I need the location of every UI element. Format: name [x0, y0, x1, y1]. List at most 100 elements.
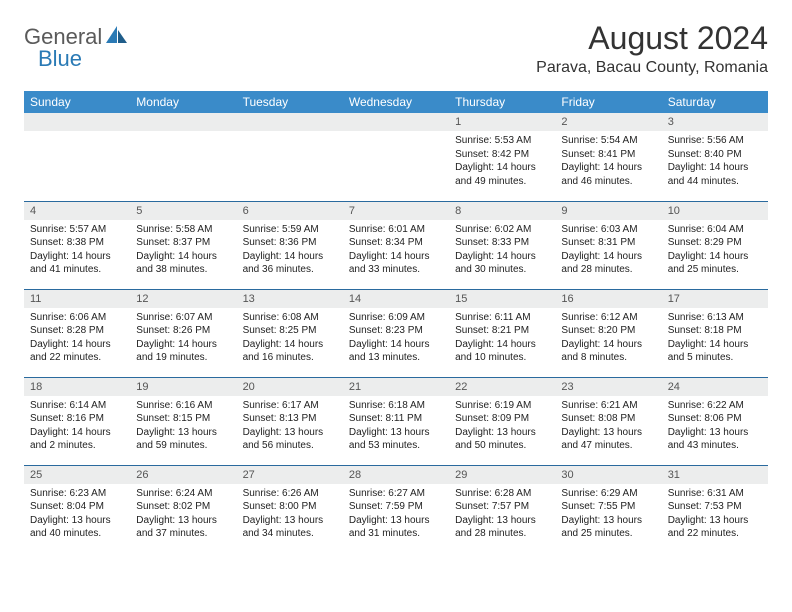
calendar-cell: 10Sunrise: 6:04 AMSunset: 8:29 PMDayligh… [662, 201, 768, 289]
sunset-text: Sunset: 8:08 PM [561, 412, 655, 426]
logo-subtext-wrap: Blue [38, 46, 82, 72]
calendar-cell: 19Sunrise: 6:16 AMSunset: 8:15 PMDayligh… [130, 377, 236, 465]
sunrise-text: Sunrise: 6:02 AM [455, 223, 549, 237]
weekday-header: Saturday [662, 91, 768, 113]
logo-sail-icon [106, 26, 128, 49]
day-number: 3 [662, 113, 768, 131]
calendar-cell: 18Sunrise: 6:14 AMSunset: 8:16 PMDayligh… [24, 377, 130, 465]
sunrise-text: Sunrise: 5:59 AM [243, 223, 337, 237]
sunrise-text: Sunrise: 6:11 AM [455, 311, 549, 325]
day-number: 9 [555, 202, 661, 220]
sunrise-text: Sunrise: 6:24 AM [136, 487, 230, 501]
day-number: 6 [237, 202, 343, 220]
sunrise-text: Sunrise: 6:26 AM [243, 487, 337, 501]
day-number: 8 [449, 202, 555, 220]
sunset-text: Sunset: 7:57 PM [455, 500, 549, 514]
calendar-cell: 4Sunrise: 5:57 AMSunset: 8:38 PMDaylight… [24, 201, 130, 289]
daylight-text: Daylight: 14 hours and 5 minutes. [668, 338, 762, 365]
sunrise-text: Sunrise: 6:08 AM [243, 311, 337, 325]
sunset-text: Sunset: 8:40 PM [668, 148, 762, 162]
sunrise-text: Sunrise: 5:57 AM [30, 223, 124, 237]
calendar-cell: 15Sunrise: 6:11 AMSunset: 8:21 PMDayligh… [449, 289, 555, 377]
daylight-text: Daylight: 13 hours and 53 minutes. [349, 426, 443, 453]
weekday-header: Wednesday [343, 91, 449, 113]
daylight-text: Daylight: 13 hours and 28 minutes. [455, 514, 549, 541]
calendar-cell [237, 113, 343, 201]
daylight-text: Daylight: 13 hours and 25 minutes. [561, 514, 655, 541]
daylight-text: Daylight: 14 hours and 2 minutes. [30, 426, 124, 453]
daylight-text: Daylight: 14 hours and 33 minutes. [349, 250, 443, 277]
day-content: Sunrise: 5:58 AMSunset: 8:37 PMDaylight:… [130, 220, 236, 281]
day-content: Sunrise: 6:16 AMSunset: 8:15 PMDaylight:… [130, 396, 236, 457]
day-number: 26 [130, 466, 236, 484]
sunrise-text: Sunrise: 6:21 AM [561, 399, 655, 413]
sunrise-text: Sunrise: 6:14 AM [30, 399, 124, 413]
weekday-header: Tuesday [237, 91, 343, 113]
sunset-text: Sunset: 8:31 PM [561, 236, 655, 250]
day-number: 25 [24, 466, 130, 484]
day-content: Sunrise: 6:14 AMSunset: 8:16 PMDaylight:… [24, 396, 130, 457]
header: General August 2024 Parava, Bacau County… [0, 0, 792, 85]
sunset-text: Sunset: 8:26 PM [136, 324, 230, 338]
sunset-text: Sunset: 8:41 PM [561, 148, 655, 162]
day-content: Sunrise: 6:09 AMSunset: 8:23 PMDaylight:… [343, 308, 449, 369]
day-content: Sunrise: 6:22 AMSunset: 8:06 PMDaylight:… [662, 396, 768, 457]
day-content: Sunrise: 5:54 AMSunset: 8:41 PMDaylight:… [555, 131, 661, 192]
day-number: 22 [449, 378, 555, 396]
calendar-cell: 24Sunrise: 6:22 AMSunset: 8:06 PMDayligh… [662, 377, 768, 465]
day-content: Sunrise: 6:11 AMSunset: 8:21 PMDaylight:… [449, 308, 555, 369]
day-number-empty [24, 113, 130, 131]
calendar-row: 1Sunrise: 5:53 AMSunset: 8:42 PMDaylight… [24, 113, 768, 201]
daylight-text: Daylight: 14 hours and 28 minutes. [561, 250, 655, 277]
weekday-header: Friday [555, 91, 661, 113]
daylight-text: Daylight: 14 hours and 46 minutes. [561, 161, 655, 188]
daylight-text: Daylight: 14 hours and 22 minutes. [30, 338, 124, 365]
day-content: Sunrise: 6:29 AMSunset: 7:55 PMDaylight:… [555, 484, 661, 545]
day-content: Sunrise: 5:56 AMSunset: 8:40 PMDaylight:… [662, 131, 768, 192]
daylight-text: Daylight: 13 hours and 59 minutes. [136, 426, 230, 453]
sunset-text: Sunset: 8:18 PM [668, 324, 762, 338]
day-content: Sunrise: 6:18 AMSunset: 8:11 PMDaylight:… [343, 396, 449, 457]
calendar-table: SundayMondayTuesdayWednesdayThursdayFrid… [24, 91, 768, 553]
day-content: Sunrise: 6:19 AMSunset: 8:09 PMDaylight:… [449, 396, 555, 457]
day-number: 5 [130, 202, 236, 220]
day-content: Sunrise: 6:21 AMSunset: 8:08 PMDaylight:… [555, 396, 661, 457]
sunrise-text: Sunrise: 6:28 AM [455, 487, 549, 501]
calendar-cell: 22Sunrise: 6:19 AMSunset: 8:09 PMDayligh… [449, 377, 555, 465]
day-number: 30 [555, 466, 661, 484]
day-content: Sunrise: 5:57 AMSunset: 8:38 PMDaylight:… [24, 220, 130, 281]
daylight-text: Daylight: 13 hours and 34 minutes. [243, 514, 337, 541]
calendar-cell: 13Sunrise: 6:08 AMSunset: 8:25 PMDayligh… [237, 289, 343, 377]
sunrise-text: Sunrise: 6:07 AM [136, 311, 230, 325]
calendar-cell: 3Sunrise: 5:56 AMSunset: 8:40 PMDaylight… [662, 113, 768, 201]
sunrise-text: Sunrise: 6:09 AM [349, 311, 443, 325]
calendar-cell: 31Sunrise: 6:31 AMSunset: 7:53 PMDayligh… [662, 465, 768, 553]
day-number-empty [130, 113, 236, 131]
sunrise-text: Sunrise: 6:29 AM [561, 487, 655, 501]
sunset-text: Sunset: 8:04 PM [30, 500, 124, 514]
calendar-cell: 5Sunrise: 5:58 AMSunset: 8:37 PMDaylight… [130, 201, 236, 289]
calendar-cell: 21Sunrise: 6:18 AMSunset: 8:11 PMDayligh… [343, 377, 449, 465]
calendar-cell: 30Sunrise: 6:29 AMSunset: 7:55 PMDayligh… [555, 465, 661, 553]
calendar-cell: 8Sunrise: 6:02 AMSunset: 8:33 PMDaylight… [449, 201, 555, 289]
calendar-row: 4Sunrise: 5:57 AMSunset: 8:38 PMDaylight… [24, 201, 768, 289]
sunrise-text: Sunrise: 6:16 AM [136, 399, 230, 413]
calendar-cell [24, 113, 130, 201]
day-number: 27 [237, 466, 343, 484]
weekday-header: Thursday [449, 91, 555, 113]
calendar-cell: 12Sunrise: 6:07 AMSunset: 8:26 PMDayligh… [130, 289, 236, 377]
sunset-text: Sunset: 8:23 PM [349, 324, 443, 338]
sunset-text: Sunset: 8:06 PM [668, 412, 762, 426]
daylight-text: Daylight: 14 hours and 16 minutes. [243, 338, 337, 365]
sunrise-text: Sunrise: 6:23 AM [30, 487, 124, 501]
calendar-cell: 6Sunrise: 5:59 AMSunset: 8:36 PMDaylight… [237, 201, 343, 289]
daylight-text: Daylight: 14 hours and 38 minutes. [136, 250, 230, 277]
sunset-text: Sunset: 7:55 PM [561, 500, 655, 514]
sunrise-text: Sunrise: 5:58 AM [136, 223, 230, 237]
sunset-text: Sunset: 8:33 PM [455, 236, 549, 250]
day-number: 4 [24, 202, 130, 220]
daylight-text: Daylight: 14 hours and 25 minutes. [668, 250, 762, 277]
day-number: 16 [555, 290, 661, 308]
day-number: 11 [24, 290, 130, 308]
daylight-text: Daylight: 13 hours and 22 minutes. [668, 514, 762, 541]
